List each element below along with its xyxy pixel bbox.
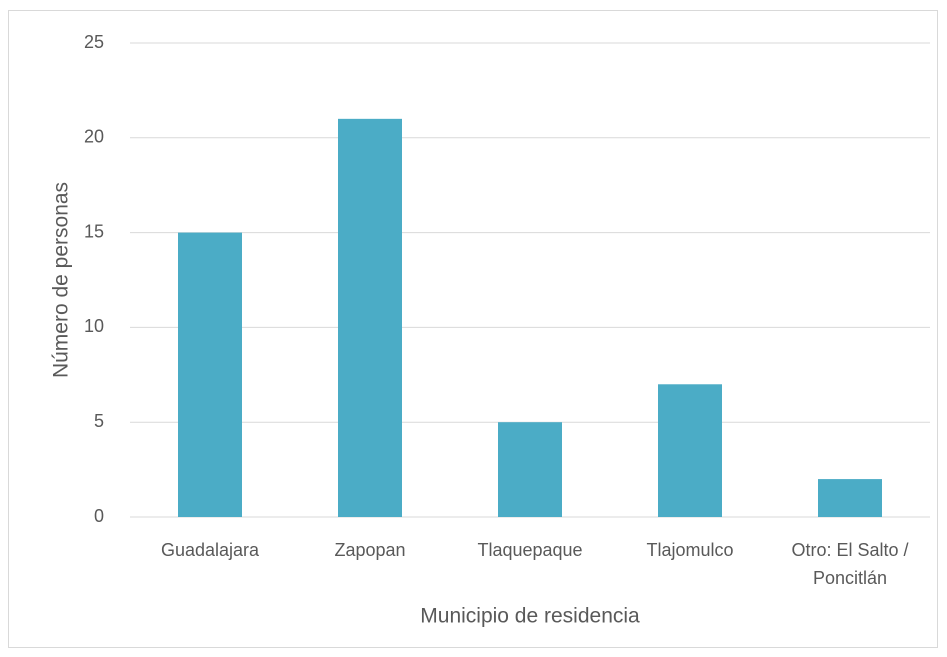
x-tick-label: Otro: El Salto / Poncitlán (791, 540, 909, 588)
y-tick-label: 0 (94, 506, 104, 526)
bar (178, 232, 242, 517)
y-tick-label: 10 (84, 316, 104, 336)
x-tick-label: Zapopan (334, 540, 406, 560)
x-axis-title: Municipio de residencia (420, 605, 640, 628)
y-tick-label: 25 (84, 32, 104, 52)
x-tick-label: Tlajomulco (646, 540, 734, 560)
bar (498, 422, 562, 517)
x-tick-label: Tlaquepaque (477, 540, 583, 560)
y-tick-label: 20 (84, 127, 104, 147)
chart-border (8, 10, 938, 648)
y-axis-title: Número de personas (50, 182, 73, 378)
y-tick-label: 15 (84, 221, 104, 241)
bar (658, 384, 722, 517)
bar (818, 479, 882, 517)
bar (338, 118, 402, 517)
x-tick-label: Guadalajara (160, 540, 260, 560)
y-tick-label: 5 (94, 411, 104, 431)
